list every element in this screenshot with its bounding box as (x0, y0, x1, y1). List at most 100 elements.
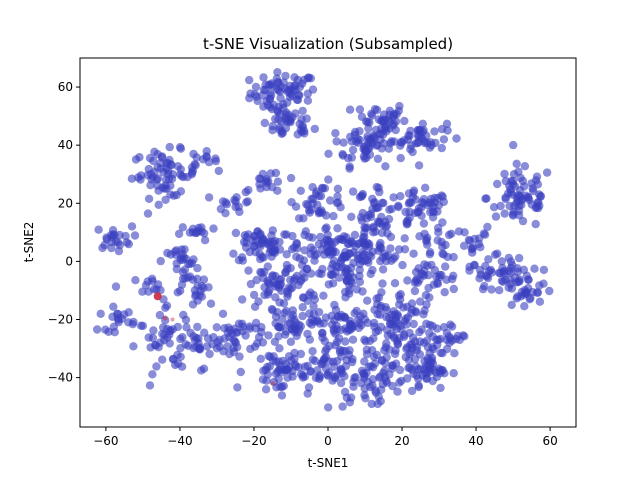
scatter-point (298, 373, 308, 382)
scatter-point (109, 322, 119, 331)
highlight-point (153, 292, 162, 301)
scatter-point (512, 278, 521, 287)
scatter-point (442, 119, 452, 128)
scatter-point (298, 293, 308, 302)
scatter-point (370, 132, 379, 142)
scatter-point (404, 356, 414, 365)
scatter-point (166, 326, 175, 335)
scatter-point (366, 269, 375, 279)
scatter-point (148, 333, 158, 343)
scatter-point (293, 328, 302, 337)
scatter-point (508, 211, 518, 220)
scatter-point (518, 216, 528, 226)
scatter-point (286, 337, 296, 346)
scatter-point (277, 391, 287, 400)
scatter-point (147, 175, 156, 184)
scatter-point (339, 138, 348, 147)
scatter-point (363, 118, 372, 127)
scatter-point (345, 289, 354, 298)
scatter-point (309, 290, 318, 300)
scatter-point (292, 238, 301, 248)
scatter-point (318, 328, 327, 337)
scatter-point (268, 237, 277, 247)
scatter-point (268, 271, 277, 280)
scatter-point (436, 368, 445, 378)
scatter-point (508, 176, 518, 186)
scatter-point (412, 343, 422, 352)
scatter-point (409, 249, 418, 258)
scatter-point (425, 328, 434, 338)
scatter-point (350, 373, 359, 383)
scatter-point (515, 253, 524, 263)
scatter-point (355, 265, 364, 275)
scatter-point (331, 262, 341, 271)
scatter-point (478, 284, 488, 294)
scatter-point (156, 256, 165, 266)
scatter-point (108, 226, 118, 235)
scatter-point (304, 232, 314, 242)
scatter-point (185, 228, 195, 237)
scatter-point (413, 138, 422, 148)
scatter-point (516, 186, 525, 195)
scatter-point (165, 155, 174, 165)
scatter-point (259, 366, 268, 375)
x-tick-label: −20 (241, 434, 266, 448)
scatter-point (516, 292, 525, 301)
scatter-point (286, 173, 296, 183)
scatter-point (119, 310, 129, 319)
scatter-point (251, 248, 260, 257)
scatter-point (390, 137, 399, 146)
scatter-point (283, 264, 292, 274)
scatter-point (350, 230, 360, 240)
scatter-point (393, 387, 402, 396)
scatter-point (306, 367, 315, 376)
x-axis-ticks: −60 −40 −20 0 20 40 60 (93, 427, 558, 448)
scatter-point (250, 90, 260, 99)
scatter-point (233, 383, 242, 392)
scatter-point (266, 169, 275, 178)
scatter-point (374, 183, 383, 193)
scatter-point (292, 252, 301, 261)
scatter-point (275, 344, 284, 353)
scatter-point (310, 256, 319, 265)
scatter-point (400, 245, 410, 254)
scatter-point (281, 365, 291, 375)
scatter-point (266, 80, 275, 90)
scatter-point (271, 312, 281, 321)
scatter-point (345, 281, 354, 290)
scatter-point (321, 211, 331, 220)
scatter-point (286, 118, 295, 127)
scatter-point (192, 153, 201, 162)
scatter-point (333, 184, 343, 193)
scatter-point (320, 184, 330, 193)
scatter-point (154, 174, 163, 183)
highlight-point (270, 381, 275, 386)
scatter-point (282, 327, 291, 336)
scatter-point (231, 197, 240, 206)
scatter-point (368, 111, 377, 120)
scatter-point (414, 365, 423, 374)
scatter-point (393, 312, 403, 321)
scatter-point (328, 376, 337, 385)
scatter-point (396, 153, 405, 163)
scatter-point (127, 174, 137, 183)
scatter-point (163, 248, 172, 258)
scatter-point (378, 130, 388, 139)
scatter-point (319, 291, 328, 300)
scatter-point (278, 128, 287, 138)
scatter-point (394, 201, 403, 210)
scatter-point (493, 249, 502, 258)
scatter-point (280, 230, 289, 239)
scatter-point (259, 73, 268, 82)
scatter-point (390, 279, 400, 288)
scatter-point (124, 318, 133, 327)
scatter-point (441, 262, 450, 271)
scatter-point (349, 382, 358, 391)
y-tick-label: 60 (58, 80, 73, 94)
scatter-point (283, 373, 292, 382)
scatter-point (264, 176, 273, 186)
scatter-point (509, 140, 518, 150)
scatter-point (256, 354, 265, 363)
scatter-point (338, 402, 347, 411)
